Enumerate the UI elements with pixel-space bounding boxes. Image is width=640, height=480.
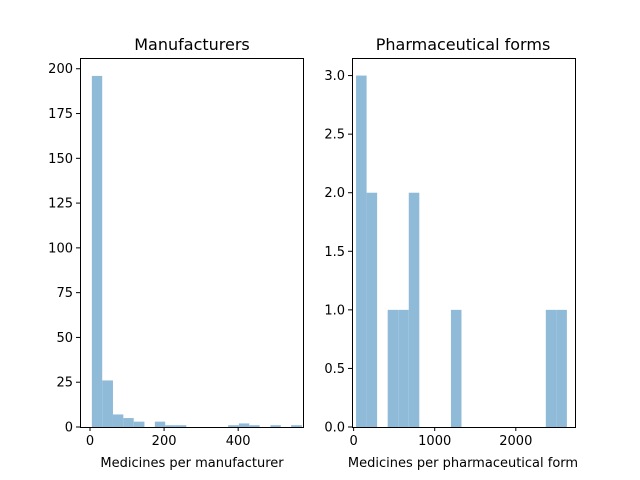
chart-title: Manufacturers <box>134 35 250 54</box>
bars <box>91 75 302 427</box>
x-axis-label: Medicines per pharmaceutical form <box>348 456 578 471</box>
histogram-bar <box>91 75 103 427</box>
histogram-bar <box>175 425 187 427</box>
histogram-bar <box>249 425 260 427</box>
y-tick-label: 175 <box>48 107 73 122</box>
y-tick-label: 0 <box>65 421 73 436</box>
y-tick-label: 50 <box>56 331 73 346</box>
x-tick-label: 0 <box>86 434 94 449</box>
histogram-bar <box>408 192 420 427</box>
axes-frame <box>352 58 576 428</box>
histogram-bar <box>556 309 567 427</box>
histogram-bar <box>356 75 367 428</box>
histogram-bar <box>238 423 250 427</box>
ticks: 0 200 400 0 25 50 75 100 125 150 175 200 <box>48 62 250 449</box>
y-tick-label: 0.5 <box>324 362 345 377</box>
x-tick-label: 2000 <box>499 434 532 449</box>
y-tick-label: 75 <box>56 286 73 301</box>
y-tick-label: 150 <box>48 152 73 167</box>
histogram-bar <box>112 414 124 427</box>
x-tick-label: 0 <box>349 434 357 449</box>
histogram-bar <box>387 309 399 427</box>
y-tick-label: 3.0 <box>324 69 345 84</box>
histogram-bar <box>123 418 134 427</box>
x-axis-label: Medicines per manufacturer <box>100 456 284 471</box>
y-tick-label: 2.0 <box>324 186 345 201</box>
histogram-bar <box>398 309 409 427</box>
histogram-bar <box>366 192 378 427</box>
histogram-bar <box>291 425 302 427</box>
histogram-bar <box>270 425 281 427</box>
histogram-bar <box>154 421 166 427</box>
histogram-bar <box>133 421 145 427</box>
histogram-bar <box>450 309 462 427</box>
y-tick-label: 100 <box>48 241 73 256</box>
x-tick-label: 400 <box>226 434 251 449</box>
chart-title: Pharmaceutical forms <box>376 35 551 54</box>
y-tick-label: 25 <box>56 376 73 391</box>
axes-frame <box>80 58 304 428</box>
histogram-bar <box>102 380 113 427</box>
histogram-bar <box>545 309 557 427</box>
y-tick-label: 2.5 <box>324 128 345 143</box>
bars <box>356 75 567 428</box>
y-tick-label: 1.0 <box>324 303 345 318</box>
y-tick-label: 200 <box>48 62 73 77</box>
histogram-bar <box>228 425 239 427</box>
y-tick-label: 1.5 <box>324 245 345 260</box>
y-tick-label: 0.0 <box>324 421 345 436</box>
x-tick-label: 1000 <box>418 434 451 449</box>
histogram-bar <box>165 425 176 427</box>
y-tick-label: 125 <box>48 197 73 212</box>
x-tick-label: 200 <box>152 434 177 449</box>
subplot-manufacturers: Manufacturers 0 200 400 0 25 50 75 100 125 150 175… <box>48 35 304 471</box>
subplot-pharmaceutical-forms: Pharmaceutical forms 0 1000 2000 0.0 0.5 1.0 1… <box>324 35 578 471</box>
ticks: 0 1000 2000 0.0 0.5 1.0 1.5 2.0 2.5 3.0 <box>324 69 532 449</box>
